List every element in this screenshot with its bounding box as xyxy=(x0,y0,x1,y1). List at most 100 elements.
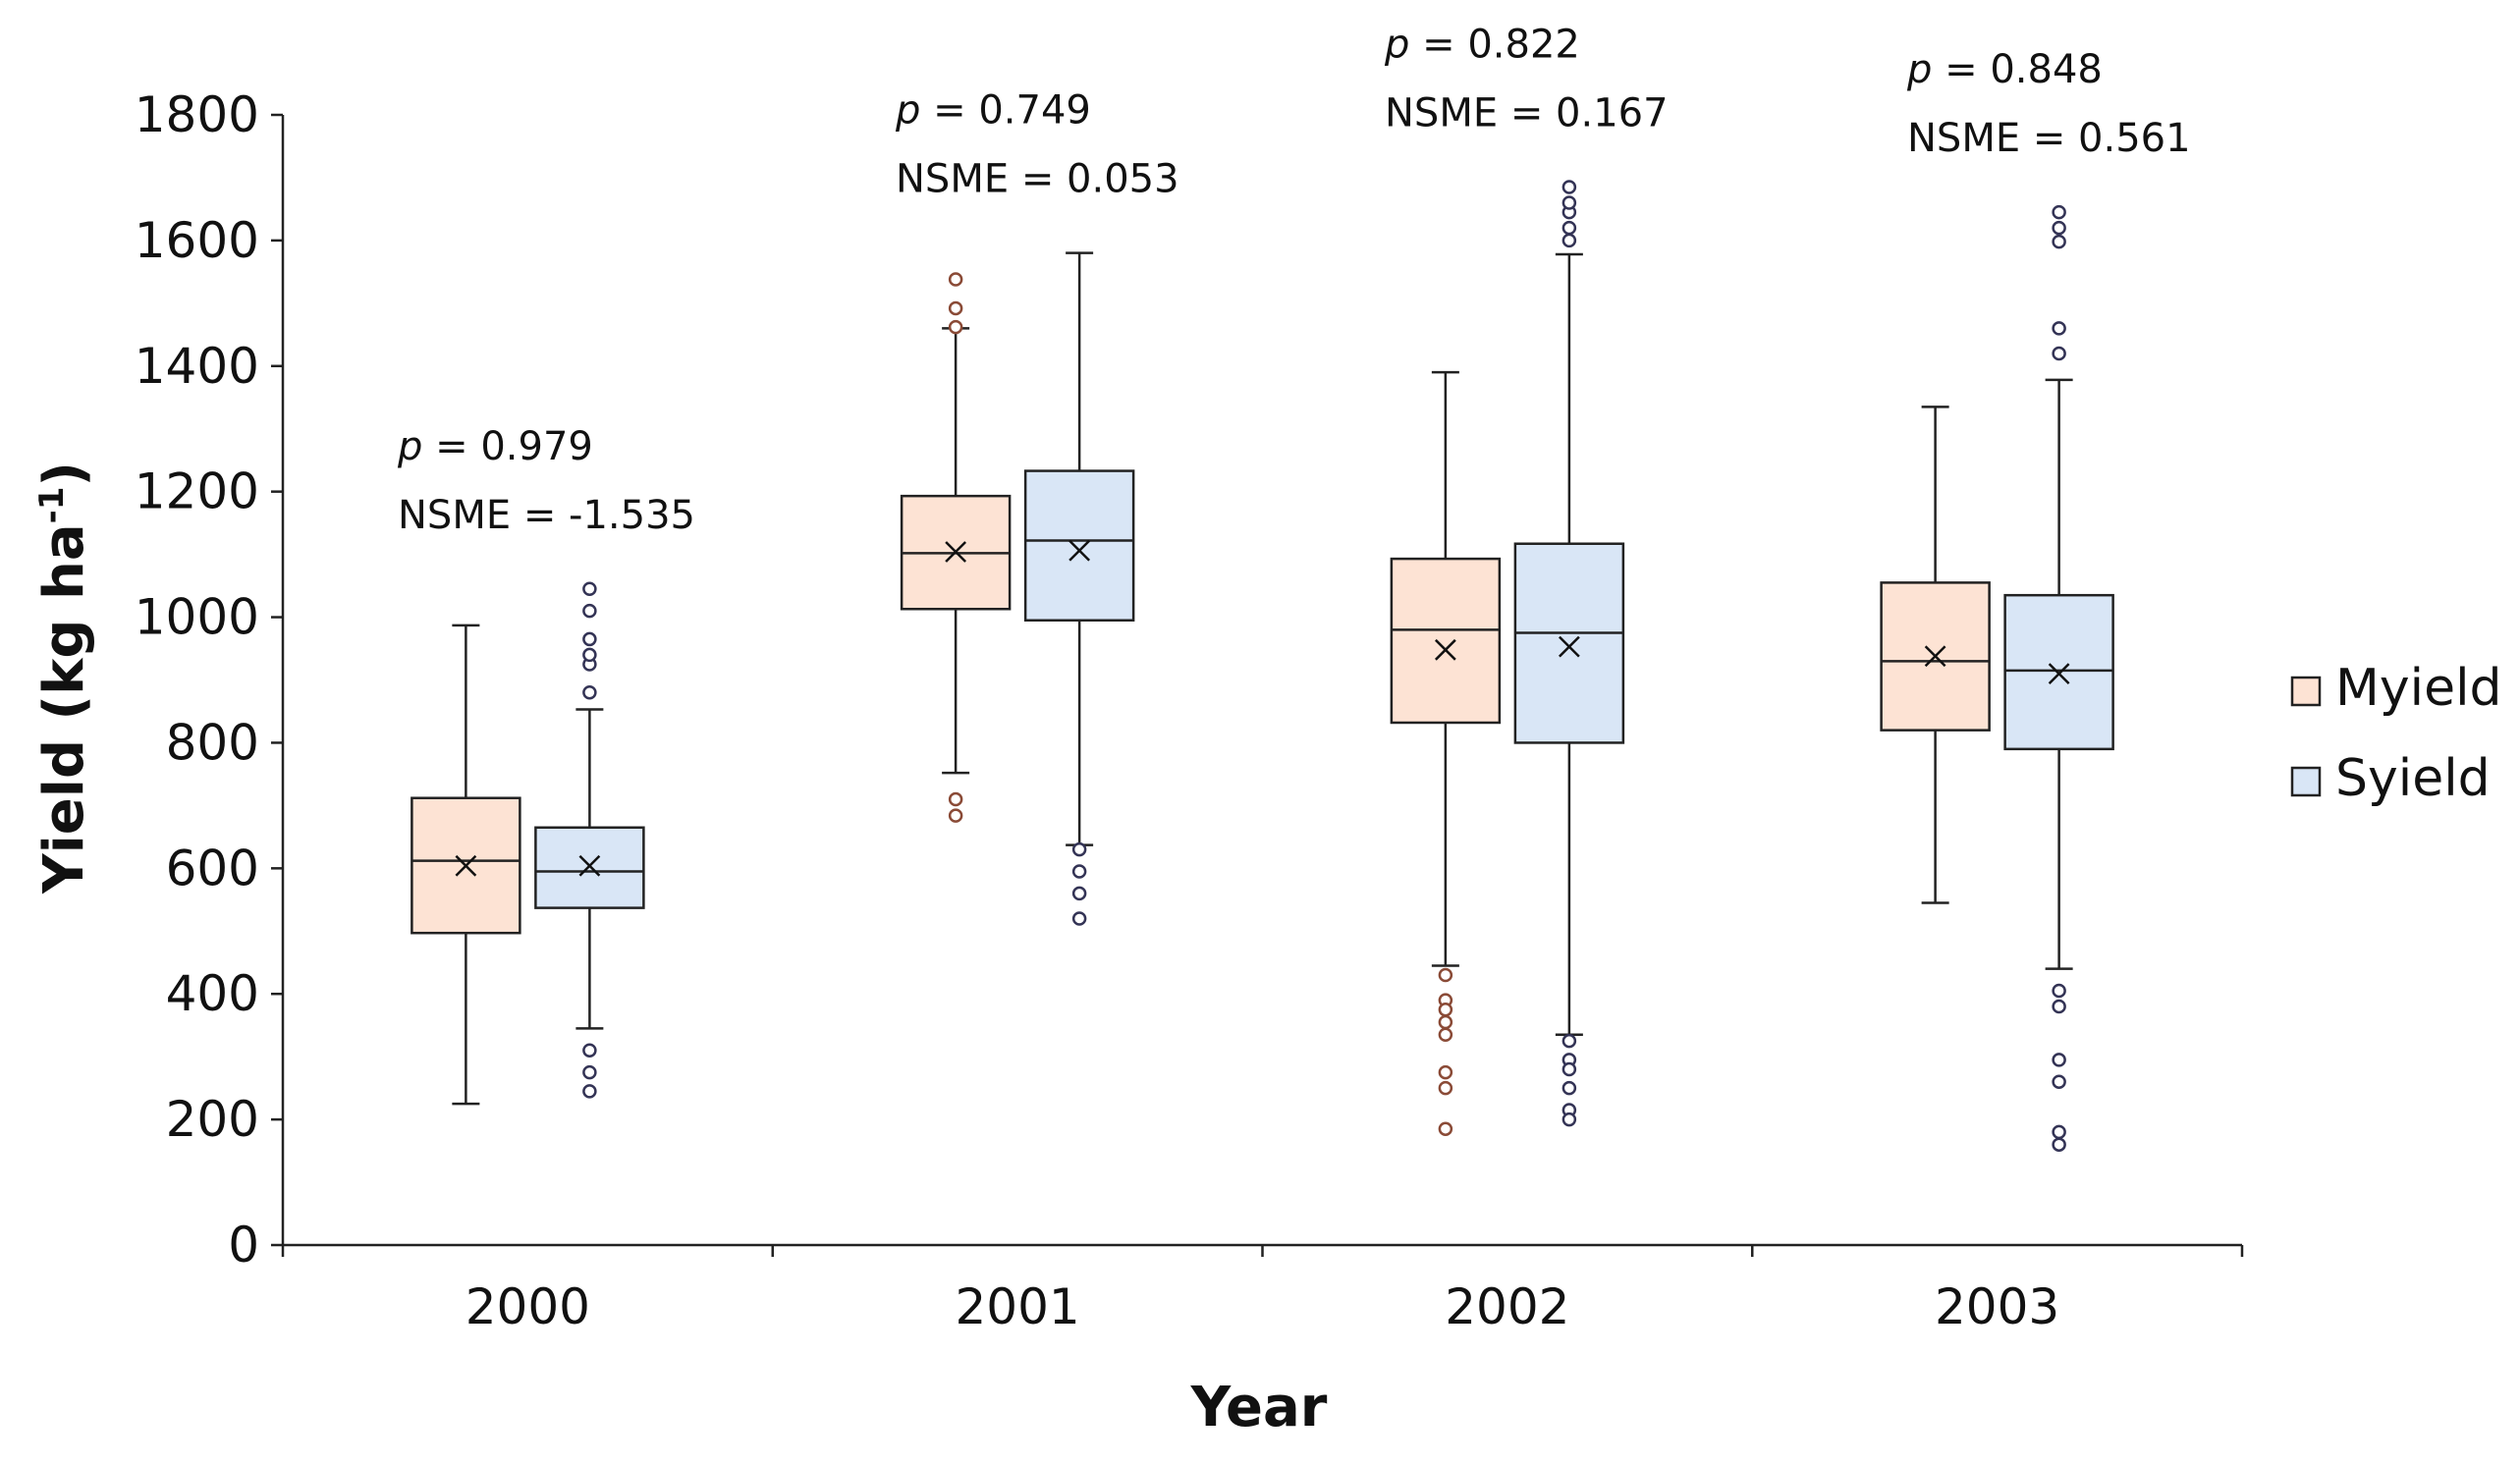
syield-2000-outlier-5 xyxy=(582,647,597,663)
myield-2002-outlier-7 xyxy=(1438,1121,1453,1136)
syield-2002-outlier-10 xyxy=(1561,180,1577,194)
syield-2000-outlier-8 xyxy=(582,581,597,597)
syield-2003-outlier-8 xyxy=(2052,234,2066,249)
syield-2003-outlier-10 xyxy=(2052,204,2066,220)
syield-2000-box xyxy=(534,826,645,909)
myield-2002-outlier-4 xyxy=(1438,1027,1453,1043)
y-tick-label-600: 600 xyxy=(166,840,259,896)
annotation-nsme-2001: NSME = 0.053 xyxy=(896,157,1179,202)
syield-2003-outlier-7 xyxy=(2052,321,2066,336)
syield-2001-outlier-3 xyxy=(1071,911,1087,926)
syield-2001-outlier-0 xyxy=(1071,841,1087,857)
syield-2000-outlier-2 xyxy=(582,1084,597,1099)
annotation-p-symbol-2000: p xyxy=(397,424,422,469)
myield-2000-mean-marker xyxy=(455,854,477,877)
myield-2002-outlier-6 xyxy=(1438,1080,1453,1096)
y-axis-title: Yield (kg ha-1) xyxy=(32,461,96,895)
y-axis-title-main: Yield (kg ha xyxy=(32,523,96,895)
annotation-p-symbol-2003: p xyxy=(1906,47,1932,92)
syield-2002-outlier-6 xyxy=(1561,233,1577,248)
myield-2001-mean-marker xyxy=(945,541,967,563)
syield-2003-outlier-0 xyxy=(2052,983,2066,999)
annotation-p-symbol-2002: p xyxy=(1384,23,1409,68)
y-tick-label-1800: 1800 xyxy=(135,86,259,143)
syield-2002-outlier-3 xyxy=(1561,1080,1577,1096)
myield-2001-outlier-1 xyxy=(948,808,963,823)
myield-2002-box xyxy=(1390,557,1502,725)
legend-label-syield: Syield xyxy=(2335,749,2491,808)
annotation-p-value-2002: = 0.822 xyxy=(1409,23,1579,68)
syield-2003-outlier-1 xyxy=(2052,999,2066,1014)
annotation-p-value-2000: = 0.979 xyxy=(422,424,592,469)
myield-2000-mean-stroke-b xyxy=(455,854,477,877)
myield-2002-outlier-2 xyxy=(1438,1002,1453,1017)
legend-label-myield: Myield xyxy=(2335,659,2502,718)
myield-2001-outlier-4 xyxy=(948,319,963,335)
axes-group: 0 200 400 600 800 1000 1200 1400 1600 1800 2000 200… xyxy=(135,86,2244,1335)
annotations-group: p = 0.979 NSME = -1.535 p = 0.749 NSME = 0.… xyxy=(397,23,2191,538)
syield-2003-outlier-3 xyxy=(2052,1074,2066,1089)
myield-2002-outlier-0 xyxy=(1438,967,1453,983)
syield-2001-outlier-1 xyxy=(1071,864,1087,879)
annotation-p-symbol-2001: p xyxy=(895,88,920,134)
annotation-p-2003: p = 0.848 xyxy=(1906,47,2103,92)
y-tick-label-1000: 1000 xyxy=(135,589,259,646)
syield-2001-mean-stroke-b xyxy=(1068,539,1091,562)
myield-2002-outlier-5 xyxy=(1438,1064,1453,1080)
boxes-group xyxy=(411,180,2114,1152)
x-tick-label-2003: 2003 xyxy=(1935,1278,2059,1335)
syield-2003-box xyxy=(2003,593,2114,751)
syield-2002-box xyxy=(1513,542,1625,744)
annotation-p-2001: p = 0.749 xyxy=(895,88,1091,134)
x-tick-label-2002: 2002 xyxy=(1445,1278,1569,1335)
x-tick-label-2001: 2001 xyxy=(956,1278,1080,1335)
syield-2003-outlier-9 xyxy=(2052,220,2066,236)
syield-2001-outlier-2 xyxy=(1071,886,1087,901)
syield-2003-outlier-4 xyxy=(2052,1124,2066,1140)
y-tick-label-0: 0 xyxy=(228,1217,259,1274)
syield-2000-mean-stroke-b xyxy=(578,854,601,877)
y-tick-label-400: 400 xyxy=(166,965,259,1022)
syield-2002-outlier-7 xyxy=(1561,220,1577,236)
y-tick-label-1400: 1400 xyxy=(135,338,259,395)
syield-2003-mean-stroke-b xyxy=(2048,663,2070,684)
myield-2003-mean-marker xyxy=(1924,645,1946,668)
annotation-p-2000: p = 0.979 xyxy=(397,424,593,469)
annotation-nsme-2000: NSME = -1.535 xyxy=(398,493,695,538)
legend-swatch-syield xyxy=(2290,766,2322,797)
y-axis-title-end: ) xyxy=(32,461,96,487)
syield-2002-outlier-2 xyxy=(1561,1061,1577,1077)
y-tick-label-1600: 1600 xyxy=(135,212,259,269)
x-tick-label-2000: 2000 xyxy=(466,1278,590,1335)
y-tick-label-800: 800 xyxy=(166,714,259,771)
y-axis-title-sup: -1 xyxy=(32,487,72,524)
syield-2000-outlier-6 xyxy=(582,631,597,647)
syield-2002-mean-marker xyxy=(1558,635,1580,658)
myield-2003-mean-stroke-b xyxy=(1924,645,1946,668)
syield-2000-outlier-0 xyxy=(582,1043,597,1058)
y-tick-label-200: 200 xyxy=(166,1091,259,1148)
annotation-p-value-2003: = 0.848 xyxy=(1932,47,2102,92)
x-axis-title: Year xyxy=(1190,1376,1328,1439)
annotation-nsme-2002: NSME = 0.167 xyxy=(1385,91,1669,136)
syield-2000-outlier-3 xyxy=(582,685,597,700)
y-tick-label-1200: 1200 xyxy=(135,463,259,520)
myield-2001-outlier-0 xyxy=(948,791,963,807)
myield-2002-mean-marker xyxy=(1434,638,1456,661)
myield-2002-mean-stroke-b xyxy=(1434,638,1456,661)
syield-2001-box xyxy=(1023,469,1135,623)
syield-2000-outlier-1 xyxy=(582,1064,597,1080)
syield-2002-outlier-0 xyxy=(1561,1033,1577,1049)
syield-2001-mean-marker xyxy=(1068,539,1091,562)
syield-2003-outlier-6 xyxy=(2052,346,2066,361)
syield-2003-mean-marker xyxy=(2048,663,2070,684)
syield-2002-outlier-9 xyxy=(1561,195,1577,210)
annotation-nsme-2003: NSME = 0.561 xyxy=(1907,116,2191,161)
myield-2001-outlier-2 xyxy=(948,272,963,287)
syield-2002-mean-stroke-b xyxy=(1558,635,1580,658)
syield-2003-outlier-5 xyxy=(2052,1137,2066,1152)
syield-2003-outlier-2 xyxy=(2052,1053,2066,1067)
legend-swatch-myield xyxy=(2290,676,2322,707)
